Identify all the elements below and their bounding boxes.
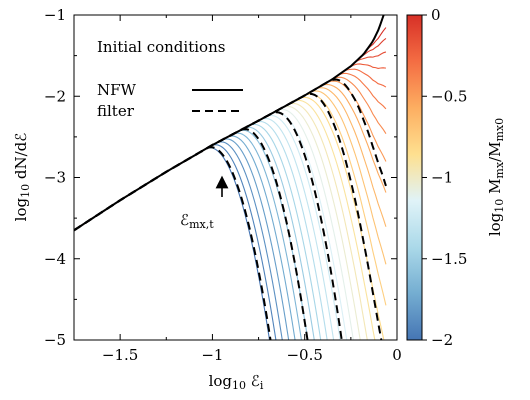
colorbar-axis: 0 −0.5 −1 −1.5 −2 [422, 6, 467, 349]
x-tick-label: 0 [392, 346, 402, 364]
colorbar-tick-label: −2 [431, 331, 453, 349]
y-tick-label: −2 [44, 87, 66, 105]
nfw-line [74, 15, 385, 232]
simulation-curve [74, 37, 387, 231]
x-axis: −1.5 −1 −0.5 0 [73, 15, 402, 364]
annotation-label: ℰmx,t [180, 211, 214, 231]
colorbar-label: log10 Mmx/Mmx0 [486, 118, 506, 236]
y-tick-label: −5 [44, 331, 66, 349]
legend-label-nfw: NFW [97, 81, 137, 99]
y-axis-label: log10 dN/dℰ [12, 133, 32, 222]
colorbar [406, 14, 423, 341]
colorbar-tick-label: −0.5 [431, 87, 467, 105]
x-axis-label: log10 ℰi [209, 372, 264, 392]
nfw-curve [74, 15, 385, 232]
x-tick-label: −0.5 [286, 346, 322, 364]
legend-label-filter: filter [97, 102, 135, 120]
y-tick-label: −4 [44, 250, 66, 268]
colorbar-tick-label: 0 [431, 6, 441, 24]
x-tick-label: −1 [201, 346, 223, 364]
y-tick-label: −3 [44, 169, 66, 187]
y-axis: −5 −4 −3 −2 −1 [44, 6, 397, 349]
colorbar-tick-label: −1 [431, 169, 453, 187]
colorbar-tick-label: −1.5 [431, 250, 467, 268]
x-tick-label: −1.5 [102, 346, 138, 364]
legend-title: Initial conditions [97, 38, 225, 56]
y-tick-label: −1 [44, 6, 66, 24]
